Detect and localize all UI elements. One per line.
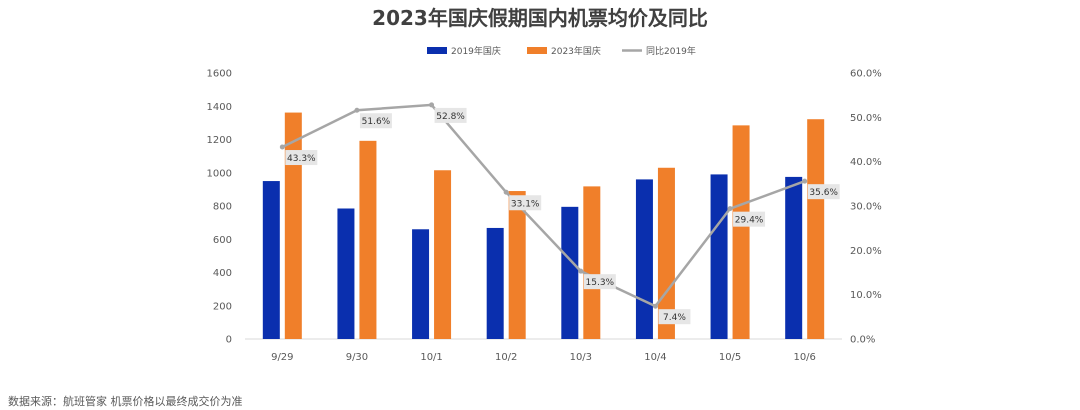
data-label-bg	[509, 195, 542, 211]
data-label-text: 51.6%	[362, 117, 391, 127]
data-label: 52.8%	[434, 107, 467, 123]
legend-label: 2023年国庆	[551, 45, 601, 57]
y-tick-label: 400	[213, 268, 232, 279]
data-labels: 43.3% 51.6% 52.8% 33.1% 15.3% 7.4% 29.4% 35.6%	[285, 107, 840, 325]
line-point	[429, 102, 435, 108]
y2-tick-label: 0.0%	[850, 335, 875, 346]
y2-tick-label: 20.0%	[850, 246, 882, 257]
data-label: 33.1%	[509, 195, 542, 211]
legend-swatch	[427, 47, 447, 54]
data-label-text: 33.1%	[511, 199, 540, 209]
axes: 0 200 400 600 800 1000 1200 1400 1600 0.0% 10.0% 20…	[207, 69, 882, 364]
line-point	[802, 178, 808, 184]
bar-2019	[412, 229, 430, 339]
y-tick-label: 1400	[207, 102, 232, 113]
data-label-text: 15.3%	[586, 278, 615, 288]
x-tick-label: 10/3	[570, 352, 592, 363]
data-label-bg	[285, 150, 318, 166]
y2-tick-label: 60.0%	[850, 69, 882, 80]
data-label-bg	[434, 107, 467, 123]
legend-label: 2019年国庆	[451, 45, 501, 57]
bar-2023	[583, 186, 601, 339]
bar-2023	[359, 140, 377, 339]
bar-2019	[486, 227, 504, 339]
data-label-text: 35.6%	[809, 188, 838, 198]
bar-2019	[635, 179, 653, 339]
bar-2019	[710, 174, 728, 339]
legend-swatch	[527, 47, 547, 54]
line-point	[578, 268, 584, 274]
legend-item: 2019年国庆	[427, 45, 501, 57]
data-label: 35.6%	[807, 184, 840, 200]
y-tick-label: 1000	[207, 168, 232, 179]
line-point	[652, 303, 658, 309]
data-label-text: 43.3%	[287, 154, 316, 164]
bar-2023	[508, 191, 526, 339]
data-label: 29.4%	[733, 211, 766, 227]
data-label: 7.4%	[658, 309, 691, 325]
y-tick-label: 1200	[207, 135, 232, 146]
data-label-bg	[807, 184, 840, 200]
x-tick-label: 9/29	[271, 352, 293, 363]
y2-tick-label: 50.0%	[850, 113, 882, 124]
chart-title: 2023年国庆假期国内机票均价及同比	[372, 6, 708, 30]
x-tick-label: 10/2	[495, 352, 517, 363]
bars	[262, 112, 825, 340]
data-label: 15.3%	[583, 274, 616, 290]
legend-label: 同比2019年	[646, 45, 696, 57]
legend: 2019年国庆 2023年国庆 同比2019年	[427, 45, 696, 57]
bar-2019	[785, 176, 803, 339]
data-label-bg	[359, 113, 392, 129]
data-label-bg	[583, 274, 616, 290]
line-point	[727, 206, 733, 212]
source-note: 数据来源：航班管家 机票价格以最终成交价为准	[8, 394, 243, 408]
line-layer	[279, 102, 808, 309]
line-point	[503, 189, 509, 195]
data-label-text: 52.8%	[436, 112, 465, 122]
y2-tick-label: 30.0%	[850, 202, 882, 213]
bar-2019	[337, 208, 355, 339]
legend-item: 同比2019年	[622, 45, 696, 57]
data-label-text: 29.4%	[735, 216, 764, 226]
x-tick-label: 10/6	[793, 352, 815, 363]
data-label-text: 7.4%	[663, 313, 686, 323]
data-label-bg	[733, 211, 766, 227]
y-tick-label: 1600	[207, 69, 232, 80]
x-tick-label: 10/1	[420, 352, 442, 363]
bar-2023	[807, 119, 825, 339]
line-point	[279, 144, 285, 150]
bar-2023	[434, 170, 452, 339]
y2-tick-label: 40.0%	[850, 157, 882, 168]
y2-tick-label: 10.0%	[850, 290, 882, 301]
bar-2019	[262, 181, 280, 339]
legend-item: 2023年国庆	[527, 45, 601, 57]
y-tick-label: 800	[213, 202, 232, 213]
y-tick-label: 200	[213, 301, 232, 312]
y-tick-label: 600	[213, 235, 232, 246]
bar-2019	[561, 206, 579, 339]
y-tick-label: 0	[226, 335, 232, 346]
x-tick-label: 9/30	[346, 352, 368, 363]
line-series-yoy	[281, 103, 806, 308]
bar-2023	[732, 125, 750, 340]
line-point	[354, 107, 360, 113]
data-label-bg	[658, 309, 691, 325]
data-label: 43.3%	[285, 150, 318, 166]
data-label: 51.6%	[359, 113, 392, 129]
bar-2023	[284, 112, 302, 339]
x-tick-label: 10/4	[644, 352, 666, 363]
x-tick-label: 10/5	[719, 352, 741, 363]
